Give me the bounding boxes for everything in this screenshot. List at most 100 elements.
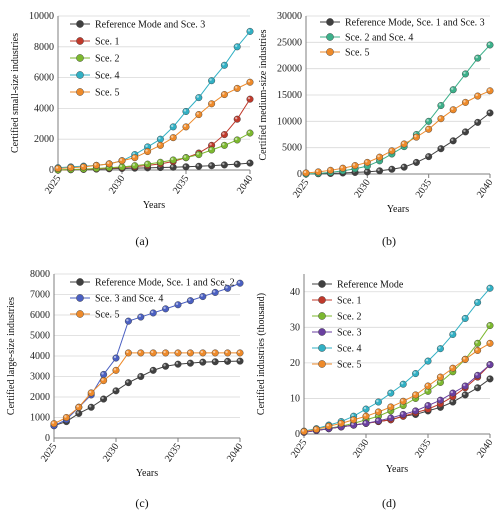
y-axis-label: Certified large-size industries [6, 297, 17, 415]
data-point [461, 98, 469, 106]
data-point [374, 398, 382, 406]
data-point [474, 54, 482, 62]
data-point-highlight [487, 286, 491, 289]
data-point-highlight [463, 357, 466, 360]
data-point-highlight [163, 364, 166, 367]
caption-c: (c) [135, 496, 149, 510]
data-point-highlight [209, 78, 212, 81]
data-point-highlight [475, 300, 478, 303]
data-point [112, 387, 120, 395]
data-point [236, 357, 244, 365]
data-point-highlight [188, 350, 191, 354]
data-point-highlight [450, 399, 453, 403]
legend-label: Sce. 2 and Sce. 4 [345, 33, 413, 44]
data-point-highlight [450, 366, 453, 369]
data-point [233, 115, 241, 123]
data-point-highlight [475, 55, 478, 59]
data-point [186, 359, 194, 367]
data-point [327, 166, 335, 174]
y-tick-label: 25000 [277, 37, 302, 48]
data-point-highlight [158, 137, 161, 140]
data-point-highlight [101, 396, 104, 400]
data-point-highlight [145, 144, 148, 148]
data-point-highlight [401, 399, 404, 402]
legend-label: Sce. 5 [345, 48, 369, 59]
data-point [437, 145, 445, 153]
legend-marker [318, 280, 326, 288]
data-point-highlight [401, 164, 405, 168]
y-tick-label: 6000 [34, 73, 54, 84]
data-point [149, 366, 157, 374]
y-tick-label: 4000 [30, 351, 50, 362]
data-point [199, 293, 207, 301]
data-point [195, 111, 203, 119]
data-point-highlight [425, 403, 429, 406]
data-point-highlight [171, 157, 174, 161]
data-point-highlight [163, 306, 166, 310]
y-tick-label: 8000 [34, 42, 54, 53]
data-point [400, 163, 408, 171]
data-point [80, 163, 88, 171]
data-point-highlight [475, 348, 478, 351]
y-tick-label: 5000 [282, 143, 302, 154]
data-point-highlight [225, 286, 228, 289]
data-point-highlight [316, 169, 319, 173]
data-point [236, 349, 244, 357]
data-point-highlight [188, 298, 191, 301]
x-tick-label: 2040 [225, 441, 245, 464]
data-point-highlight [451, 138, 454, 142]
data-point-highlight [94, 163, 97, 166]
data-point-highlight [413, 371, 416, 374]
data-point-highlight [487, 362, 491, 365]
data-point [199, 358, 207, 366]
data-point [156, 158, 164, 166]
data-point-highlight [175, 302, 179, 305]
data-point [233, 160, 241, 168]
data-point [474, 339, 482, 347]
y-axis-label: Certified small-size industries [10, 33, 21, 153]
data-point-highlight [183, 164, 187, 167]
data-point [449, 106, 457, 114]
data-point [461, 382, 469, 390]
data-point [162, 305, 170, 313]
data-point [362, 412, 370, 420]
data-point-highlight [339, 421, 342, 424]
data-point [300, 428, 308, 436]
data-point [62, 413, 70, 421]
chart-b: 0 5000 10000 15000 20000 25000 30000 2025 2030 20… [258, 11, 495, 215]
data-point-highlight [196, 95, 199, 98]
data-point-highlight [340, 166, 343, 169]
data-point-highlight [196, 164, 199, 167]
data-point [449, 86, 457, 94]
legend-marker [76, 294, 84, 302]
data-point-highlight [101, 378, 104, 381]
x-tick-label: 2035 [414, 177, 434, 200]
legend-marker [76, 88, 84, 96]
data-point-highlight [401, 141, 405, 145]
data-point-highlight [247, 80, 251, 83]
data-point [208, 146, 216, 154]
data-point [474, 298, 482, 306]
data-point [302, 169, 310, 177]
data-point-highlight [438, 380, 441, 383]
series-line [57, 132, 251, 171]
legend-label: Sce. 1 [95, 37, 119, 48]
x-tick-label: 2035 [413, 437, 433, 460]
data-point-highlight [389, 167, 393, 170]
data-point-highlight [132, 152, 135, 155]
series-line [305, 112, 491, 175]
legend-marker [326, 33, 334, 41]
data-point-highlight [438, 103, 442, 106]
data-point [351, 162, 359, 170]
chart-panel-d: 0 10 20 30 40 2025 2030 2035 2040 Years Certified … [250, 262, 500, 492]
data-point [412, 391, 420, 399]
y-tick-label: 0 [297, 169, 302, 180]
data-point [118, 157, 126, 165]
data-point [174, 301, 182, 309]
data-point-highlight [222, 143, 225, 146]
legend-label: Sce. 5 [95, 88, 119, 99]
legend-marker [76, 20, 84, 28]
data-point [124, 317, 132, 325]
data-point [474, 92, 482, 100]
